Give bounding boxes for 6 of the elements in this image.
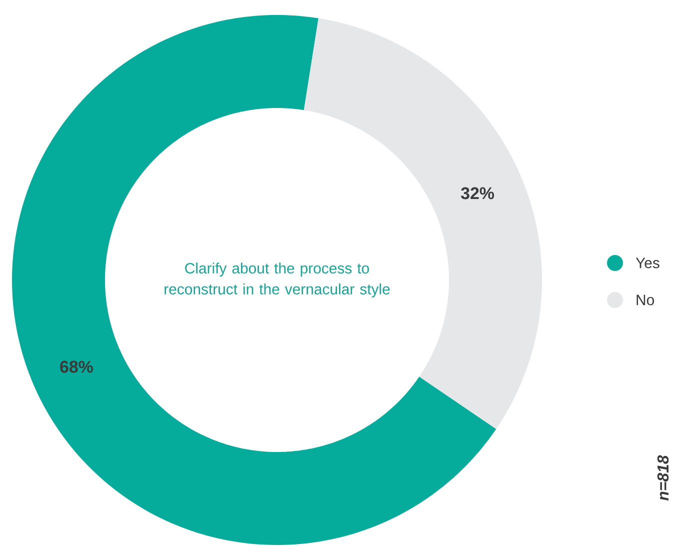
text: Clarify about the process to reconstruct in the vernacular style xyxy=(164,262,390,298)
data-label: 68% xyxy=(60,360,93,373)
data-label: 32% xyxy=(460,187,494,200)
legend-label: Yes xyxy=(636,258,660,268)
legend-label: No xyxy=(636,294,654,306)
text: n=818 xyxy=(657,455,669,501)
